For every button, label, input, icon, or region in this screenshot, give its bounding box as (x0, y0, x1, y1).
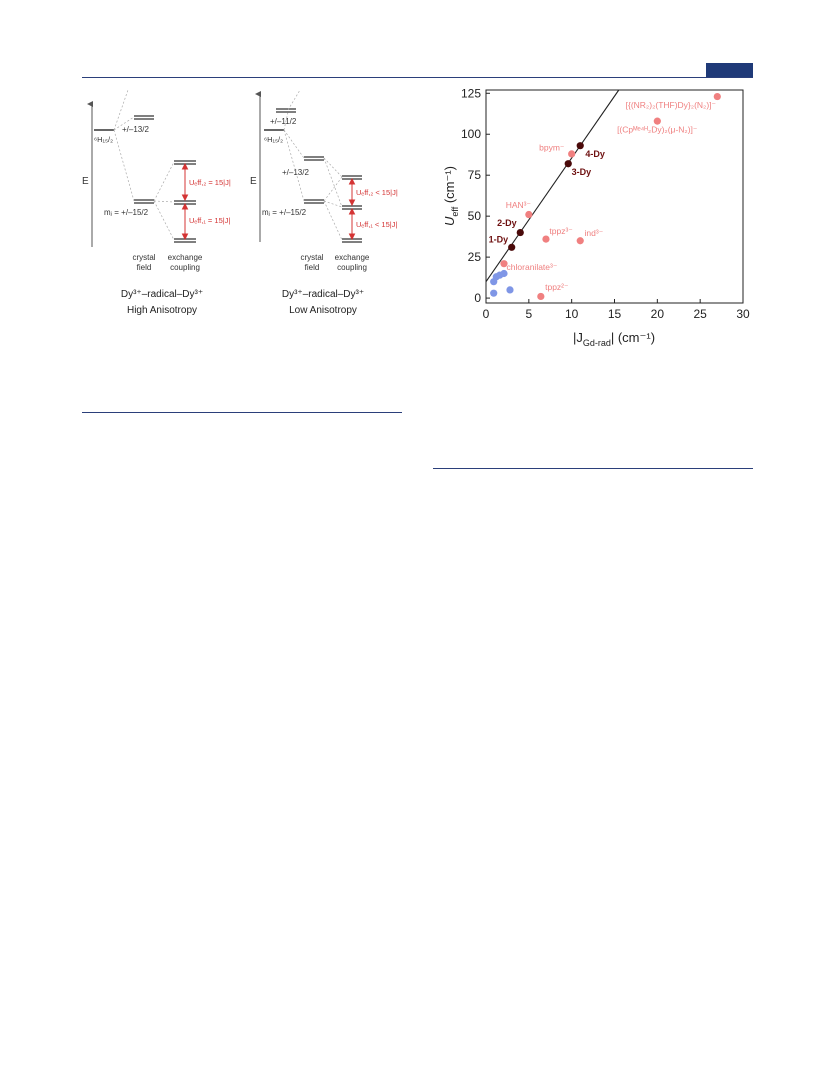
data-point-pink-3 (576, 237, 584, 245)
header-rule (82, 77, 753, 78)
y-tick-label-5: 125 (461, 86, 481, 100)
y-tick-label-1: 25 (468, 250, 482, 264)
x-tick-label-1: 5 (525, 307, 532, 321)
caption-title: Dy³⁺–radical–Dy³⁺ (282, 289, 364, 300)
fit-line (485, 89, 620, 283)
mj-label: mⱼ = +/–15/2 (104, 208, 149, 217)
exchange-coupling-label-2: coupling (170, 263, 200, 272)
y-tick-label-3: 75 (468, 168, 482, 182)
energy-axis-label: E (250, 176, 257, 187)
data-point-pink-7 (713, 92, 721, 101)
ueff1-label: Uₑff,₁ = 15|J| (189, 216, 230, 225)
caption-subtitle: High Anisotropy (127, 305, 197, 316)
data-label-2: 3-Dy (572, 167, 592, 177)
header-badge (706, 63, 753, 77)
data-point-dark-2 (564, 160, 572, 168)
crystal-field-label: crystal (300, 253, 323, 262)
data-point-pink-4 (500, 260, 508, 268)
data-label-0: 1-Dy (489, 234, 509, 244)
data-point-blue-4 (500, 269, 508, 278)
data-label-11: [(Cpᴹᵉ⁴ᴴ₂Dy)₂(μ-N₂)]⁻ (617, 125, 697, 135)
energy-diagram-low-anisotropy: E ⁶H₁₅/₂ +/–11/2 +/–13/2 mⱼ = +/–15/2 Uₑ… (250, 89, 398, 316)
term-label: ⁶H₁₅/₂ (264, 135, 283, 144)
left-column-rule (82, 412, 402, 413)
caption-subtitle: Low Anisotropy (289, 305, 357, 316)
data-point-pink-6 (653, 117, 661, 125)
ueff2-label: Uₑff,₂ = 15|J| (189, 178, 231, 187)
data-label-4: HAN³⁻ (506, 200, 531, 210)
term-label: ⁶H₁₅/₂ (94, 135, 113, 144)
data-point-blue-0 (490, 289, 498, 297)
energy-diagram-high-anisotropy: E ⁶H₁₅/₂ +/–13/2 mⱼ = +/–15/2 Uₑff,₂ = 1… (82, 89, 231, 316)
data-label-8: chloranilate³⁻ (507, 262, 558, 272)
data-point-blue-5 (506, 286, 514, 294)
caption-title: Dy³⁺–radical–Dy³⁺ (121, 289, 203, 300)
crystal-field-label-2: field (305, 263, 320, 272)
mj-label: mⱼ = +/–15/2 (262, 208, 307, 217)
data-label-9: tppz²⁻ (545, 282, 568, 292)
data-label-3: 4-Dy (585, 149, 605, 159)
data-label-5: bpym⁻ (539, 143, 564, 153)
exchange-coupling-label: exchange (335, 253, 370, 262)
data-point-dark-0 (508, 243, 516, 251)
ueff1-label: Uₑff,₁ < 15|J| (356, 220, 397, 229)
data-point-pink-0 (525, 210, 533, 219)
data-point-pink-1 (568, 150, 576, 158)
ueff2-label: Uₑff,₂ < 15|J| (356, 188, 398, 197)
exchange-coupling-label: exchange (168, 253, 203, 262)
data-label-7: ind³⁻ (585, 228, 604, 238)
data-label-10: [{(NR₂)₂(THF)Dy}₂(N₂)]⁻ (626, 100, 716, 110)
data-point-pink-2 (542, 235, 550, 243)
data-point-pink-5 (537, 292, 545, 301)
data-point-dark-1 (516, 228, 524, 237)
right-column-rule (433, 468, 753, 469)
exchange-coupling-label-2: coupling (337, 263, 367, 272)
level-label-11-2: +/–11/2 (270, 117, 297, 126)
x-tick-label-5: 25 (693, 307, 707, 321)
crystal-field-label: crystal (132, 253, 155, 262)
y-axis-title: Ueff (cm⁻¹) (442, 166, 460, 226)
level-label-13-2: +/–13/2 (122, 125, 149, 134)
x-tick-label-6: 30 (736, 307, 750, 321)
x-tick-label-2: 10 (565, 307, 579, 321)
x-tick-label-4: 20 (651, 307, 665, 321)
x-axis-title: |JGd-rad| (cm⁻¹) (573, 330, 655, 348)
energy-axis-label: E (82, 176, 89, 187)
data-point-dark-3 (576, 142, 584, 150)
ueff-vs-j-scatter-chart: 0 5 10 15 20 25 30 0 25 50 75 100 125 1-Dy 2-Dy 3-Dy 4-… (442, 86, 750, 348)
x-tick-label-3: 15 (608, 307, 622, 321)
y-tick-label-2: 50 (468, 209, 482, 223)
y-tick-label-0: 0 (474, 291, 481, 305)
data-label-6: tppz³⁻ (549, 226, 572, 236)
y-tick-label-4: 100 (461, 127, 481, 141)
data-label-1: 2-Dy (497, 218, 517, 228)
x-tick-label-0: 0 (483, 307, 490, 321)
crystal-field-label-2: field (137, 263, 152, 272)
